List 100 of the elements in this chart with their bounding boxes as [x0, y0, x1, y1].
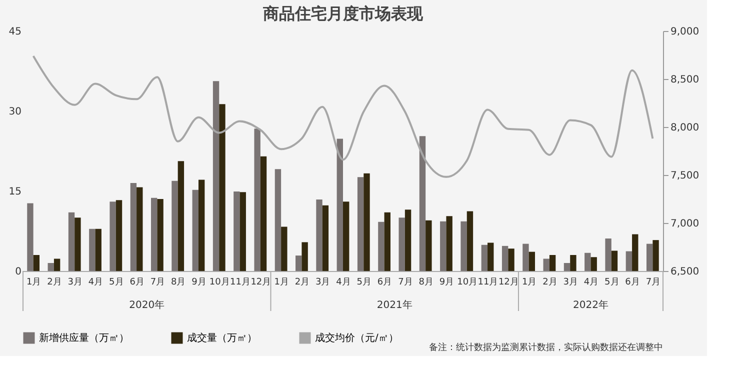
- y2-tick-label: 7,500: [670, 170, 700, 182]
- y-tick-label: 15: [8, 186, 22, 198]
- x-tick-label: 6月: [625, 278, 640, 288]
- x-tick-label: 4月: [336, 278, 351, 288]
- text: 2020年: [129, 299, 165, 311]
- bar: [570, 255, 576, 271]
- x-tick-label: 4月: [584, 278, 599, 288]
- bar: [240, 192, 246, 271]
- x-tick-label: 3月: [68, 278, 82, 288]
- bar: [296, 256, 302, 271]
- bar: [192, 190, 198, 271]
- bar: [543, 258, 550, 271]
- bar: [316, 200, 322, 271]
- bar: [419, 136, 426, 271]
- y-tick-label: 30: [8, 106, 22, 118]
- bar: [343, 202, 350, 271]
- x-tick-label: 5月: [604, 278, 620, 288]
- x-tick-label: 1月: [274, 278, 289, 288]
- x-tick-label: 10月: [209, 278, 230, 288]
- bar: [33, 255, 40, 271]
- x-tick-label: 2月: [47, 278, 62, 288]
- bar: [48, 263, 54, 271]
- x-tick-label: 11月: [230, 278, 250, 288]
- y2-tick-label: 8,500: [670, 74, 700, 86]
- x-tick-label: 12月: [250, 278, 272, 288]
- y-tick-label: 45: [8, 26, 22, 38]
- line-series: [32, 54, 654, 178]
- bar: [426, 220, 432, 271]
- x-tick-label: 12月: [498, 278, 519, 288]
- bar: [212, 81, 220, 271]
- bar: [549, 255, 556, 271]
- bar: [27, 203, 34, 271]
- legend-label: 成交均价（元/㎡）: [315, 332, 398, 344]
- x-tick-label: 7月: [646, 278, 661, 288]
- bar: [274, 169, 282, 271]
- text: 2022年: [573, 299, 608, 311]
- bar: [398, 218, 405, 271]
- y2-tick-label: 9,000: [670, 26, 700, 38]
- bar: [74, 218, 81, 271]
- bar: [54, 258, 60, 271]
- x-tick-label: 6月: [130, 278, 144, 288]
- bar: [302, 242, 308, 271]
- bar: [219, 104, 226, 271]
- bar: [110, 202, 116, 271]
- bar: [136, 187, 143, 271]
- bar: [466, 211, 474, 271]
- x-tick-label: 6月: [377, 278, 392, 288]
- bar: [488, 242, 494, 271]
- bar: [564, 263, 570, 271]
- bar: [281, 226, 288, 271]
- bar: [364, 173, 370, 271]
- x-tick-label: 5月: [356, 278, 372, 288]
- y-tick-label: 0: [15, 266, 22, 278]
- x-tick-label: 5月: [109, 278, 124, 288]
- x-tick-label: 7月: [398, 278, 413, 288]
- bar: [522, 244, 529, 271]
- x-tick-label: 1月: [522, 278, 537, 288]
- bar: [528, 252, 535, 271]
- bar: [116, 200, 122, 271]
- bar: [89, 228, 96, 271]
- y2-tick-label: 8,000: [670, 122, 700, 134]
- bar: [502, 246, 508, 271]
- x-tick-label: 2月: [542, 278, 558, 288]
- bar: [322, 205, 329, 271]
- bar: [157, 199, 164, 271]
- bar: [632, 234, 638, 271]
- x-tick-label: 10月: [457, 278, 478, 288]
- bar: [590, 257, 597, 271]
- text: 2021年: [376, 299, 412, 311]
- bar: [508, 248, 514, 271]
- bar: [357, 177, 364, 271]
- x-tick-label: 11月: [478, 278, 498, 288]
- x-tick-label: 4月: [88, 278, 104, 288]
- bar: [68, 212, 75, 271]
- bar: [584, 252, 591, 271]
- bar: [384, 212, 390, 271]
- bar: [172, 180, 178, 271]
- x-tick-label: 9月: [439, 278, 454, 288]
- bar: [626, 251, 632, 271]
- bar: [336, 138, 343, 271]
- bar: [198, 180, 205, 271]
- bar: [178, 161, 184, 271]
- bar: [440, 221, 446, 271]
- legend-label: 成交量（万㎡）: [187, 332, 257, 344]
- bar: [151, 198, 158, 271]
- bar: [378, 222, 384, 271]
- bar: [611, 250, 618, 271]
- x-tick-label: 7月: [150, 278, 166, 288]
- y2-tick-label: 6,500: [670, 266, 700, 278]
- x-tick-label: 2月: [294, 278, 310, 288]
- bar: [404, 210, 412, 271]
- x-tick-label: 9月: [192, 278, 206, 288]
- chart-title: 商品住宅月度市场表现: [262, 4, 424, 23]
- bar: [254, 128, 260, 271]
- bar: [234, 192, 240, 271]
- x-tick-label: 3月: [563, 278, 578, 288]
- bar: [646, 244, 653, 271]
- bar: [95, 228, 102, 271]
- bar: [130, 183, 137, 271]
- legend-label: 新增供应量（万㎡）: [39, 332, 129, 344]
